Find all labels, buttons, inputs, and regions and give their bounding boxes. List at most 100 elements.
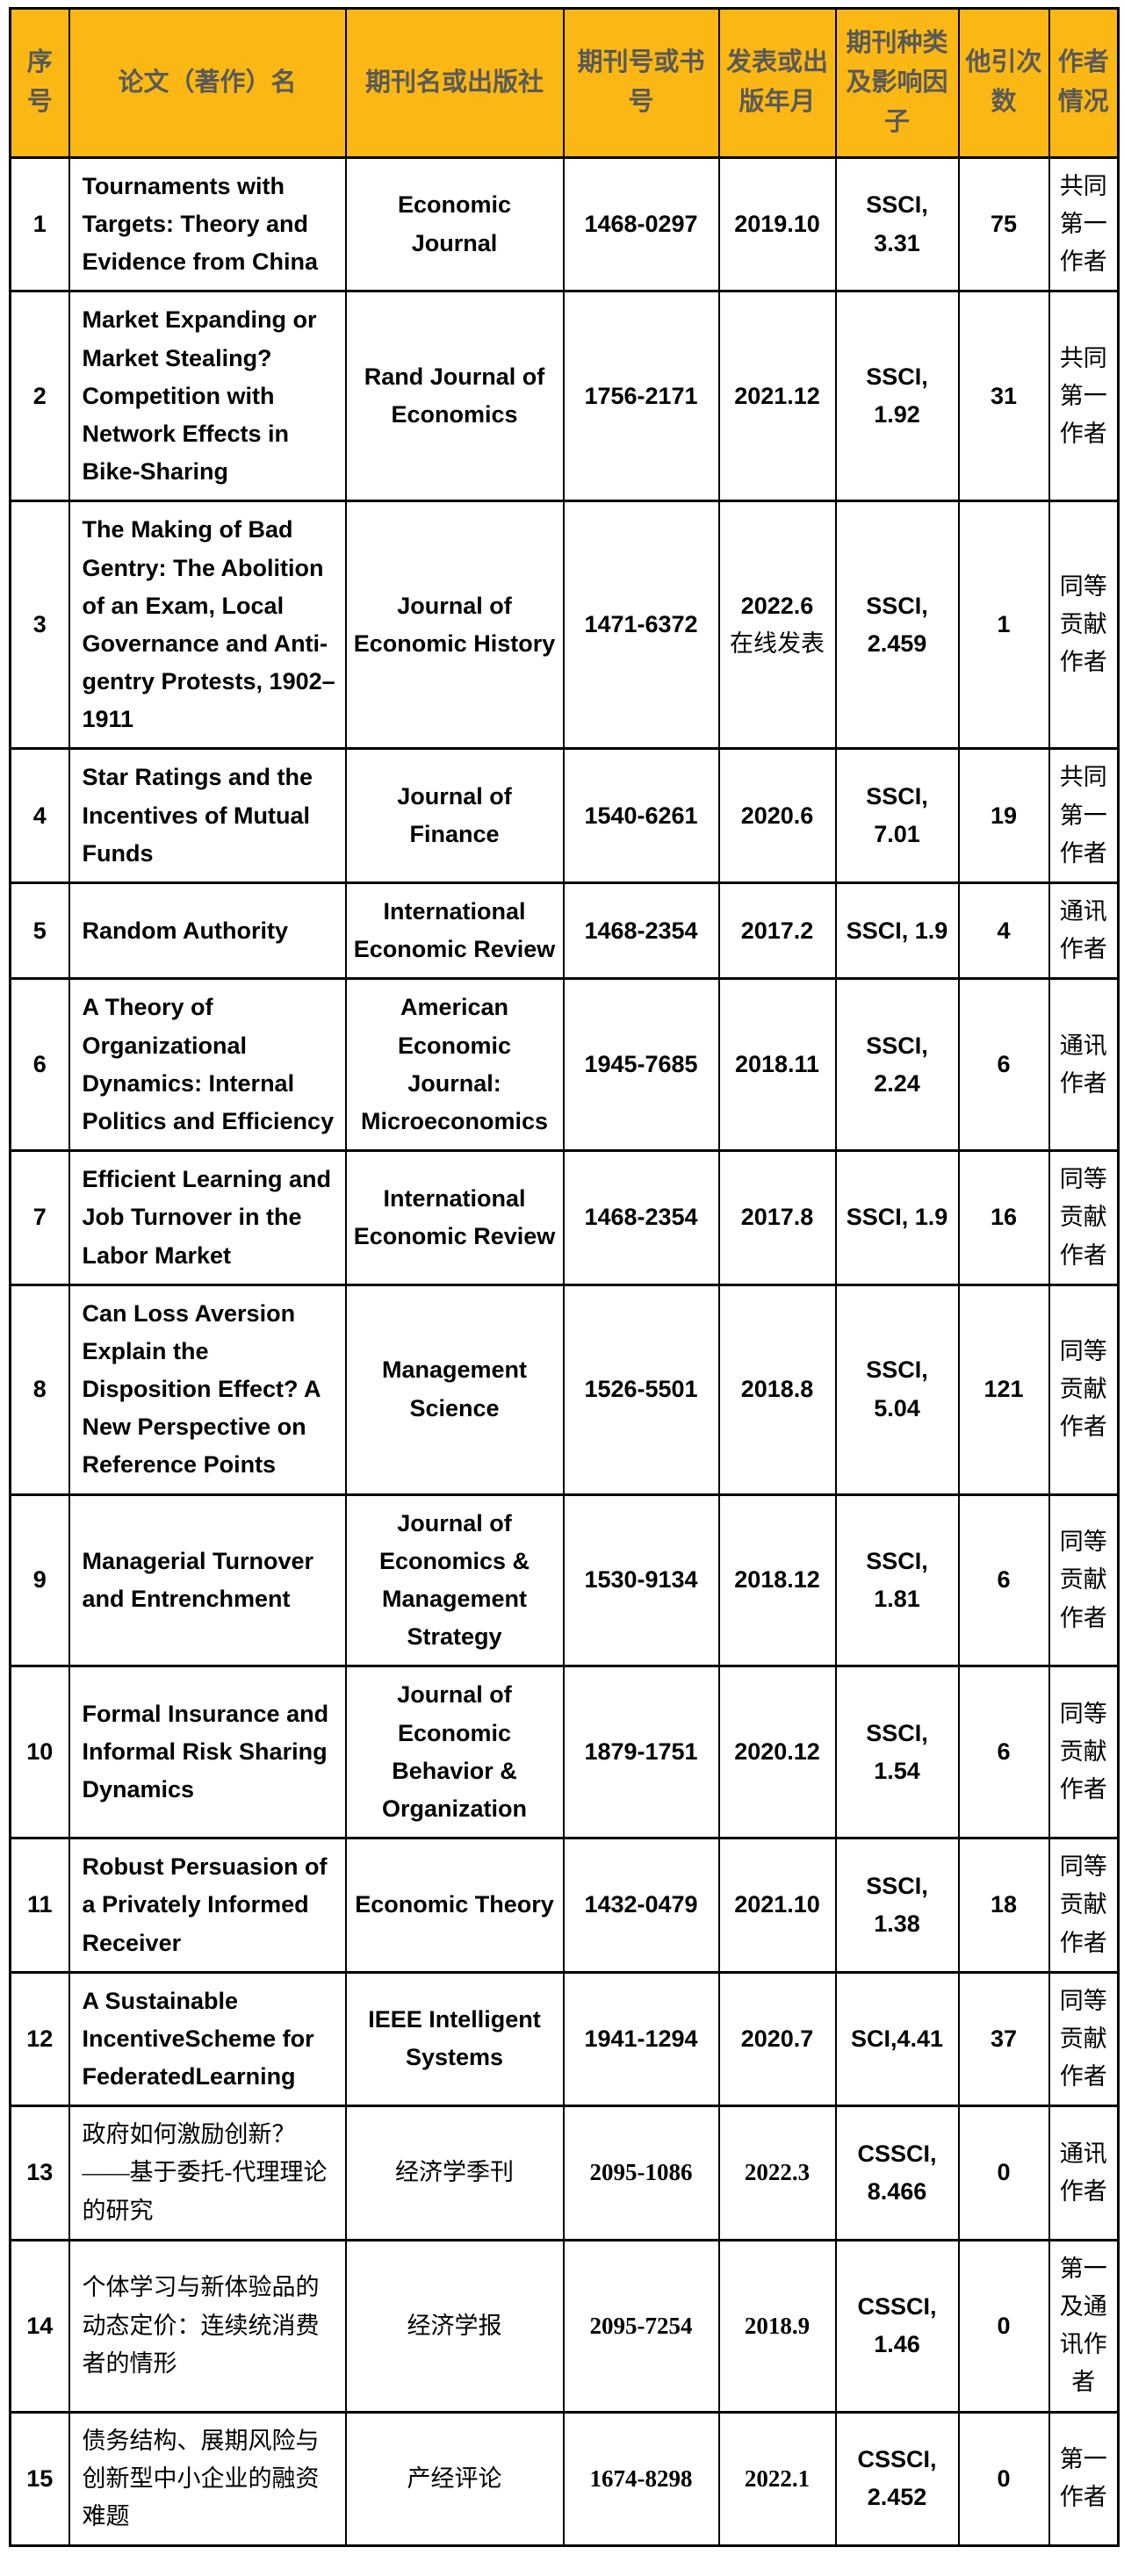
journal-issn-cell: 1468-2354 xyxy=(562,881,720,981)
journal-issn-cell: 1468-2354 xyxy=(562,1149,720,1286)
table-row: 7 Efficient Learning and Job Turnover in … xyxy=(9,1149,1120,1286)
header-cell-publish-date: 发表或出版年月 xyxy=(717,7,837,159)
header-cell-journal: 期刊名或出版社 xyxy=(344,7,565,159)
row-number-cell: 3 xyxy=(9,500,70,751)
citation-count-cell: 31 xyxy=(957,290,1050,503)
index-impact-cell: CSSCI, 8.466 xyxy=(834,2105,960,2241)
citation-count-cell: 1 xyxy=(957,500,1050,751)
journal-issn-cell: 1432-0479 xyxy=(562,1837,720,1974)
row-number-cell: 8 xyxy=(9,1283,70,1496)
row-number-cell: 15 xyxy=(9,2410,70,2548)
publish-date-cell: 2017.8 xyxy=(717,1149,837,1286)
journal-name-cell: Journal of Finance xyxy=(344,747,565,884)
publish-date-cell: 2019.10 xyxy=(717,155,837,293)
journal-name-cell: American Economic Journal: Microeconomic… xyxy=(344,977,565,1153)
journal-name-cell: International Economic Review xyxy=(344,1149,565,1286)
publish-date-cell: 2020.12 xyxy=(717,1665,837,1840)
row-number-cell: 10 xyxy=(9,1665,70,1840)
publish-date-cell: 2021.12 xyxy=(717,290,837,503)
author-role-cell: 通讯作者 xyxy=(1048,2105,1120,2241)
index-impact-cell: SCI,4.41 xyxy=(834,1970,960,2108)
paper-title-cell: Managerial Turnover and Entrenchment xyxy=(68,1493,347,1668)
paper-title-cell: 债务结构、展期风险与创新型中小企业的融资难题 xyxy=(68,2410,347,2548)
row-number-cell: 5 xyxy=(9,881,70,981)
author-role-cell: 同等贡献作者 xyxy=(1048,1283,1120,1496)
citation-count-cell: 18 xyxy=(957,1837,1050,1974)
paper-title-cell: Efficient Learning and Job Turnover in t… xyxy=(68,1149,347,1286)
paper-title-cell: Tournaments with Targets: Theory and Evi… xyxy=(68,155,347,293)
journal-issn-cell: 1530-9134 xyxy=(562,1493,720,1668)
index-impact-cell: SSCI, 1.9 xyxy=(834,881,960,981)
journal-issn-cell: 1526-5501 xyxy=(562,1283,720,1496)
journal-issn-cell: 1756-2171 xyxy=(562,290,720,503)
publish-date-cell: 2018.11 xyxy=(717,977,837,1153)
publish-date-cell: 2017.2 xyxy=(717,881,837,981)
table-row: 3 The Making of Bad Gentry: The Abolition… xyxy=(9,500,1120,751)
row-number-cell: 11 xyxy=(9,1837,70,1974)
author-role-cell: 共同第一作者 xyxy=(1048,155,1120,293)
publish-date-cell: 2022.3 xyxy=(717,2105,837,2241)
author-role-cell: 通讯作者 xyxy=(1048,881,1120,981)
citation-count-cell: 37 xyxy=(957,1970,1050,2108)
journal-issn-cell: 1941-1294 xyxy=(562,1970,720,2108)
journal-name-cell: International Economic Review xyxy=(344,881,565,981)
online-publish-note: 在线发表 xyxy=(730,630,825,657)
paper-title-cell: Market Expanding or Market Stealing? Com… xyxy=(68,290,347,503)
journal-issn-cell: 1468-0297 xyxy=(562,155,720,293)
journal-name-cell: Management Science xyxy=(344,1283,565,1496)
row-number-cell: 12 xyxy=(9,1970,70,2108)
header-cell-author-role: 作者情况 xyxy=(1048,7,1120,159)
index-impact-cell: SSCI, 2.459 xyxy=(834,500,960,751)
index-impact-cell: SSCI, 3.31 xyxy=(834,155,960,293)
index-impact-cell: SSCI, 1.92 xyxy=(834,290,960,503)
citation-count-cell: 75 xyxy=(957,155,1050,293)
table-row: 2 Market Expanding or Market Stealing? Co… xyxy=(9,290,1120,503)
author-role-cell: 共同第一作者 xyxy=(1048,290,1120,503)
index-impact-cell: SSCI, 1.81 xyxy=(834,1493,960,1668)
journal-name-cell: Economic Journal xyxy=(344,155,565,293)
paper-title-cell: Formal Insurance and Informal Risk Shari… xyxy=(68,1665,347,1840)
row-number-cell: 1 xyxy=(9,155,70,293)
index-impact-cell: SSCI, 1.38 xyxy=(834,1837,960,1974)
author-role-cell: 第一作者 xyxy=(1048,2410,1120,2548)
author-role-cell: 同等贡献作者 xyxy=(1048,1493,1120,1668)
journal-issn-cell: 2095-7254 xyxy=(562,2238,720,2414)
row-number-cell: 14 xyxy=(9,2238,70,2414)
index-impact-cell: CSSCI, 2.452 xyxy=(834,2410,960,2548)
citation-count-cell: 16 xyxy=(957,1149,1050,1286)
citation-count-cell: 121 xyxy=(957,1283,1050,1496)
table-row: 10 Formal Insurance and Informal Risk Sha… xyxy=(9,1665,1120,1840)
publish-date-cell: 2018.9 xyxy=(717,2238,837,2414)
citation-count-cell: 6 xyxy=(957,1665,1050,1840)
journal-issn-cell: 1540-6261 xyxy=(562,747,720,884)
journal-issn-cell: 1879-1751 xyxy=(562,1665,720,1840)
author-role-cell: 通讯作者 xyxy=(1048,977,1120,1153)
author-role-cell: 同等贡献作者 xyxy=(1048,1837,1120,1974)
publications-table: 序号 论文（著作）名 期刊名或出版社 期刊号或书号 发表或出版年月 期刊种类及影… xyxy=(9,7,1120,2548)
header-cell-issn: 期刊号或书号 xyxy=(562,7,720,159)
header-cell-citations: 他引次数 xyxy=(957,7,1050,159)
citation-count-cell: 0 xyxy=(957,2410,1050,2548)
author-role-cell: 同等贡献作者 xyxy=(1048,1665,1120,1840)
paper-title-cell: Random Authority xyxy=(68,881,347,981)
journal-name-cell: Economic Theory xyxy=(344,1837,565,1974)
index-impact-cell: SSCI, 1.9 xyxy=(834,1149,960,1286)
citation-count-cell: 4 xyxy=(957,881,1050,981)
row-number-cell: 7 xyxy=(9,1149,70,1286)
table-row: 4 Star Ratings and the Incentives of Mutu… xyxy=(9,747,1120,884)
journal-name-cell: IEEE Intelligent Systems xyxy=(344,1970,565,2108)
index-impact-cell: SSCI, 2.24 xyxy=(834,977,960,1153)
header-row: 序号 论文（著作）名 期刊名或出版社 期刊号或书号 发表或出版年月 期刊种类及影… xyxy=(9,7,1120,159)
author-role-cell: 同等贡献作者 xyxy=(1048,1970,1120,2108)
table-header: 序号 论文（著作）名 期刊名或出版社 期刊号或书号 发表或出版年月 期刊种类及影… xyxy=(9,7,1120,159)
table-row: 15 债务结构、展期风险与创新型中小企业的融资难题 产经评论 1674-8298 202… xyxy=(9,2410,1120,2548)
publish-date-cell: 2022.1 xyxy=(717,2410,837,2548)
publish-date-cell: 2022.6 在线发表 xyxy=(717,500,837,751)
citation-count-cell: 0 xyxy=(957,2105,1050,2241)
table-row: 13 政府如何激励创新？——基于委托-代理理论的研究 经济学季刊 2095-1086 2… xyxy=(9,2105,1120,2241)
publications-table-body: 1 Tournaments with Targets: Theory and Ev… xyxy=(9,155,1120,2548)
row-number-cell: 13 xyxy=(9,2105,70,2241)
author-role-cell: 同等贡献作者 xyxy=(1048,1149,1120,1286)
